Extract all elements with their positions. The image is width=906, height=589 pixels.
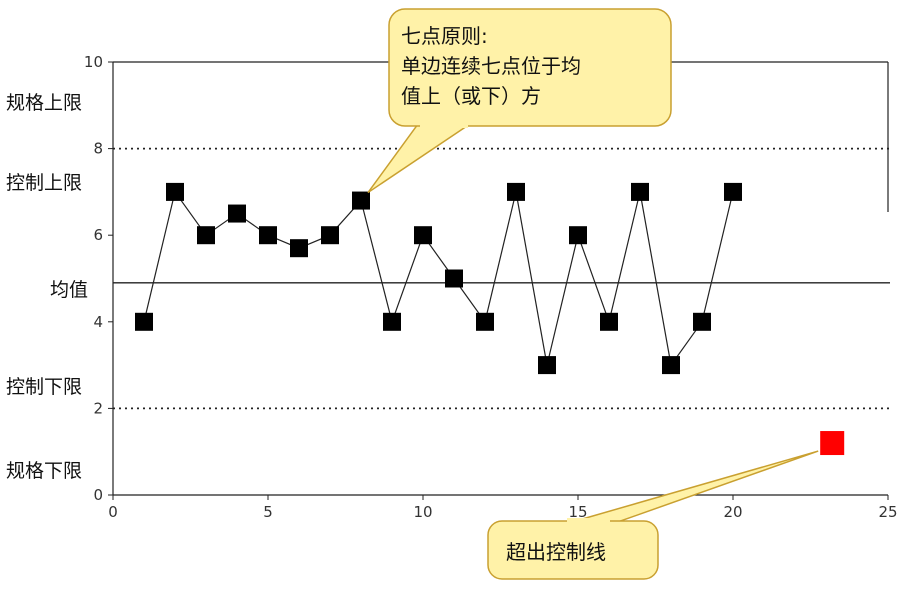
callout-pointer: [564, 450, 819, 525]
data-point: [228, 204, 246, 223]
data-point: [383, 312, 401, 331]
x-tick-label: 5: [263, 503, 273, 521]
x-tick-label: 20: [723, 503, 742, 521]
x-tick-label: 15: [568, 503, 587, 521]
data-point: [259, 226, 277, 245]
y-tick-label: 8: [93, 140, 103, 158]
callout-seam: [420, 122, 468, 128]
data-point: [724, 182, 742, 201]
data-point: [569, 226, 587, 245]
y-tick-label: 6: [93, 226, 103, 244]
x-tick-label: 10: [413, 503, 432, 521]
callout-box: [388, 8, 672, 127]
y-tick-label: 10: [84, 53, 103, 71]
row-label-lsl: 规格下限: [6, 460, 83, 482]
y-tick-label: 4: [93, 313, 103, 331]
row-label-usl: 规格上限: [6, 92, 83, 114]
data-point: [538, 356, 556, 375]
x-tick-label: 0: [108, 503, 118, 521]
data-point: [662, 356, 680, 375]
data-point: [321, 226, 339, 245]
row-label-lcl: 控制下限: [6, 376, 83, 398]
outlier-point: [820, 431, 845, 456]
data-point: [135, 312, 153, 331]
y-tick-label: 0: [93, 486, 103, 504]
callout-seam: [567, 518, 610, 524]
data-point: [507, 182, 525, 201]
callout-text-line: 单边连续七点位于均: [401, 54, 581, 78]
data-point: [414, 226, 432, 245]
callout-text-line: 七点原则:: [401, 24, 488, 48]
callout-text-line: 值上（或下）方: [401, 84, 541, 108]
data-point: [631, 182, 649, 201]
data-point: [476, 312, 494, 331]
callout-pointer: [367, 123, 473, 194]
data-point: [693, 312, 711, 331]
x-tick-label: 25: [878, 503, 897, 521]
data-point: [600, 312, 618, 331]
data-point: [445, 269, 463, 288]
callout-text-line: 超出控制线: [506, 540, 606, 564]
data-point: [352, 191, 370, 210]
row-label-ucl: 控制上限: [6, 172, 83, 194]
data-point: [290, 239, 308, 258]
row-label-mean: 均值: [50, 279, 89, 301]
data-point: [166, 182, 184, 201]
y-tick-label: 2: [93, 399, 103, 417]
data-point: [197, 226, 215, 245]
